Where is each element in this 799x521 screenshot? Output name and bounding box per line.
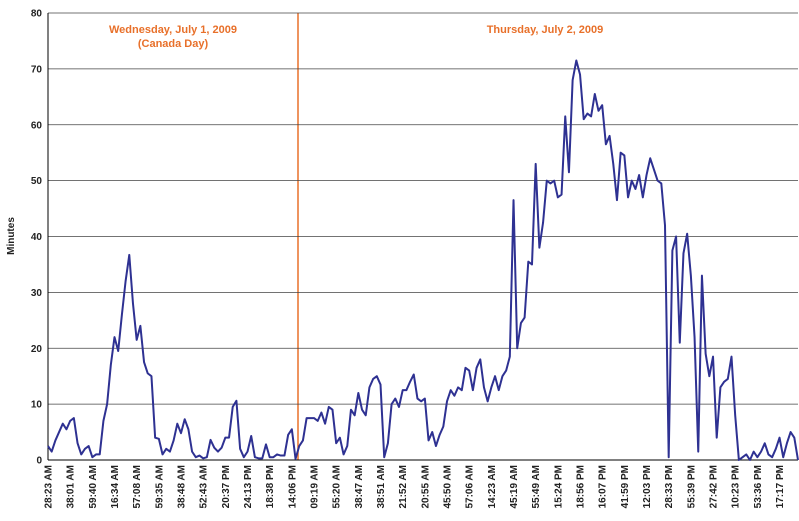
y-tick-label: 10 [31, 400, 43, 411]
annotation: Wednesday, July 1, 2009 [109, 24, 237, 36]
y-axis-label: Minutes [6, 217, 17, 255]
x-tick-label: 38:51 AM [376, 465, 387, 509]
x-tick-label: 59:35 AM [154, 465, 165, 509]
x-tick-label: 20:37 PM [221, 465, 232, 508]
x-tick-label: 38:01 AM [66, 465, 77, 509]
x-tick-label: 20:55 AM [420, 465, 431, 509]
x-tick-label: 53:36 PM [753, 465, 764, 508]
x-tick-label: 28:33 PM [664, 465, 675, 508]
y-tick-label: 60 [31, 120, 43, 131]
y-tick-label: 20 [31, 344, 43, 355]
y-tick-label: 70 [31, 64, 43, 75]
x-tick-label: 57:08 AM [132, 465, 143, 509]
annotation: (Canada Day) [138, 38, 209, 50]
annotation: Thursday, July 2, 2009 [487, 24, 604, 36]
x-tick-label: 38:47 AM [354, 465, 365, 509]
x-tick-label: 21:52 AM [398, 465, 409, 509]
x-tick-label: 55:39 PM [686, 465, 697, 508]
x-tick-label: 57:06 AM [465, 465, 476, 509]
x-tick-label: 14:06 PM [287, 465, 298, 508]
x-tick-label: 16:34 AM [110, 465, 121, 509]
x-tick-label: 17:17 PM [775, 465, 786, 508]
x-tick-label: 45:19 AM [509, 465, 520, 509]
x-tick-label: 14:23 AM [487, 465, 498, 509]
x-tick-label: 38:48 AM [177, 465, 188, 509]
y-tick-label: 80 [31, 9, 43, 20]
y-tick-label: 0 [36, 456, 42, 467]
x-tick-label: 09:19 AM [310, 465, 321, 509]
data-line [47, 59, 799, 461]
x-tick-label: 45:50 AM [443, 465, 454, 509]
y-tick-label: 30 [31, 288, 43, 299]
x-tick-label: 12:03 PM [642, 465, 653, 508]
x-tick-label: 55:20 AM [332, 465, 343, 509]
x-tick-label: 16:07 PM [598, 465, 609, 508]
y-tick-label: 40 [31, 232, 43, 243]
x-tick-label: 15:24 PM [553, 465, 564, 508]
x-tick-label: 41:59 PM [620, 465, 631, 508]
x-tick-label: 18:56 PM [576, 465, 587, 508]
x-tick-label: 55:49 AM [531, 465, 542, 509]
y-tick-label: 50 [31, 176, 43, 187]
x-tick-label: 18:38 PM [265, 465, 276, 508]
x-tick-label: 59:40 AM [88, 465, 99, 509]
x-tick-label: 24:13 PM [243, 465, 254, 508]
x-tick-label: 27:42 PM [709, 465, 720, 508]
x-tick-label: 28:23 AM [44, 465, 55, 509]
x-tick-label: 52:43 AM [199, 465, 210, 509]
x-tick-label: 10:23 PM [731, 465, 742, 508]
